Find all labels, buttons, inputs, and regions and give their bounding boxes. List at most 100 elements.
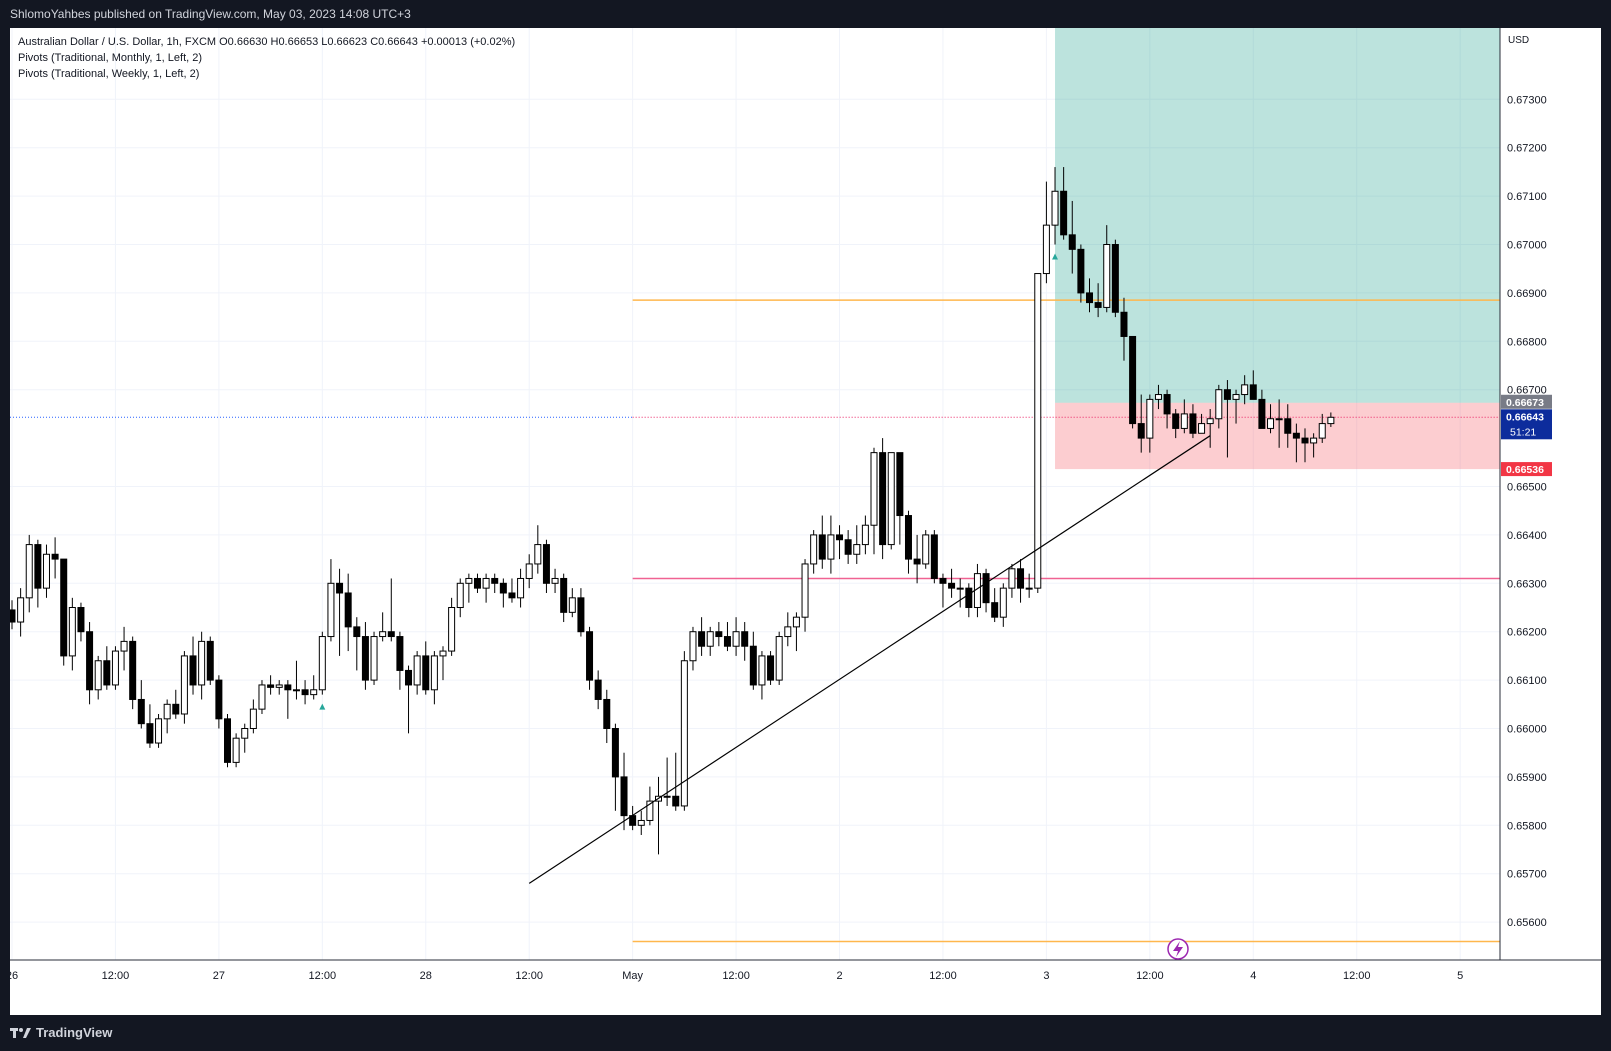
candle-down[interactable] [86, 631, 94, 691]
candle-down[interactable] [836, 534, 844, 541]
candle-up[interactable] [465, 577, 473, 584]
candle-down[interactable] [672, 795, 680, 807]
candle-down[interactable] [620, 776, 628, 817]
candle-up[interactable] [999, 587, 1007, 618]
candle-up[interactable] [163, 703, 171, 720]
candle-down[interactable] [715, 631, 723, 638]
candle-up[interactable] [870, 452, 878, 526]
candle-down[interactable] [103, 660, 111, 686]
candle-up[interactable] [1327, 416, 1335, 425]
candle-down[interactable] [948, 582, 956, 589]
candle-down[interactable] [577, 597, 585, 633]
candle-down[interactable] [1292, 432, 1300, 439]
candle-down[interactable] [34, 544, 42, 589]
candle-down[interactable] [473, 577, 481, 589]
candle-up[interactable] [1051, 190, 1059, 226]
candle-up[interactable] [111, 650, 119, 686]
candle-down[interactable] [146, 723, 154, 744]
candle-up[interactable] [42, 553, 50, 589]
candle-down[interactable] [939, 577, 947, 584]
target-zone[interactable] [1055, 28, 1500, 403]
candle-down[interactable] [361, 636, 369, 681]
candle-down[interactable] [586, 631, 594, 681]
candle-up[interactable] [689, 631, 697, 662]
candle-up[interactable] [249, 708, 257, 730]
candle-up[interactable] [801, 563, 809, 618]
candle-down[interactable] [913, 558, 921, 565]
candle-up[interactable] [1206, 418, 1214, 425]
candle-down[interactable] [1068, 234, 1076, 250]
candle-down[interactable] [422, 655, 430, 691]
candle-down[interactable] [896, 452, 904, 517]
candle-up[interactable] [68, 607, 76, 657]
candle-up[interactable] [94, 660, 102, 691]
candle-up[interactable] [1241, 384, 1249, 396]
candle-down[interactable] [1111, 244, 1119, 313]
candle-down[interactable] [603, 698, 611, 730]
candle-down[interactable] [405, 669, 413, 686]
candle-up[interactable] [180, 655, 188, 715]
candle-up[interactable] [551, 577, 559, 584]
candle-down[interactable] [267, 684, 275, 688]
candle-up[interactable] [680, 660, 688, 807]
candle-up[interactable] [922, 534, 930, 565]
candle-up[interactable] [120, 640, 128, 652]
candle-up[interactable] [1008, 568, 1016, 589]
candle-up[interactable] [568, 597, 576, 613]
candle-up[interactable] [637, 819, 645, 826]
candle-up[interactable] [1034, 273, 1042, 589]
candle-down[interactable] [1086, 292, 1093, 304]
candle-up[interactable] [887, 452, 895, 546]
candle-up[interactable] [430, 655, 438, 691]
candle-up[interactable] [956, 587, 964, 590]
candle-down[interactable] [723, 636, 731, 647]
candle-up[interactable] [1215, 389, 1223, 420]
candle-down[interactable] [491, 577, 499, 584]
stop-zone[interactable] [1055, 402, 1500, 470]
candle-down[interactable] [387, 631, 395, 638]
candle-down[interactable] [284, 684, 292, 691]
candle-down[interactable] [844, 539, 852, 555]
candle-down[interactable] [1077, 248, 1085, 294]
candle-up[interactable] [1318, 423, 1326, 439]
candle-up[interactable] [155, 718, 163, 744]
candle-up[interactable] [758, 655, 766, 686]
candle-up[interactable] [198, 640, 206, 686]
candle-down[interactable] [396, 636, 404, 671]
candle-down[interactable] [542, 544, 550, 584]
candle-down[interactable] [336, 582, 344, 594]
candle-down[interactable] [1249, 384, 1257, 400]
candle-down[interactable] [1223, 389, 1231, 400]
candle-up[interactable] [1275, 418, 1283, 421]
candle-down[interactable] [611, 728, 619, 778]
candle-down[interactable] [818, 534, 826, 560]
candle-down[interactable] [189, 655, 197, 686]
candle-up[interactable] [853, 544, 861, 555]
candle-down[interactable] [1284, 418, 1292, 434]
candle-up[interactable] [258, 684, 266, 710]
candle-up[interactable] [1180, 413, 1188, 429]
candle-down[interactable] [560, 577, 568, 613]
candle-up[interactable] [413, 655, 421, 686]
candle-up[interactable] [706, 631, 714, 647]
candle-down[interactable] [1137, 423, 1145, 439]
candle-up[interactable] [517, 577, 525, 599]
candle-down[interactable] [8, 609, 16, 623]
candle-up[interactable] [379, 631, 387, 638]
candle-up[interactable] [1025, 587, 1033, 590]
candle-up[interactable] [1103, 244, 1111, 308]
candle-down[interactable] [1163, 394, 1171, 415]
candle-up[interactable] [456, 582, 464, 609]
candle-down[interactable] [1120, 311, 1128, 337]
candle-up[interactable] [1267, 418, 1275, 429]
candle-up[interactable] [663, 795, 671, 798]
candle-down[interactable] [698, 631, 706, 647]
legend-pivots-weekly[interactable]: Pivots (Traditional, Weekly, 1, Left, 2) [18, 68, 200, 80]
candle-up[interactable] [534, 544, 542, 565]
candle-up[interactable] [25, 544, 33, 599]
candle-up[interactable] [861, 524, 869, 546]
candle-up[interactable] [241, 728, 249, 739]
candle-down[interactable] [137, 698, 145, 725]
candle-down[interactable] [206, 640, 214, 681]
chart-area[interactable]: Australian Dollar / U.S. Dollar, 1h, FXC… [6, 28, 1601, 1015]
